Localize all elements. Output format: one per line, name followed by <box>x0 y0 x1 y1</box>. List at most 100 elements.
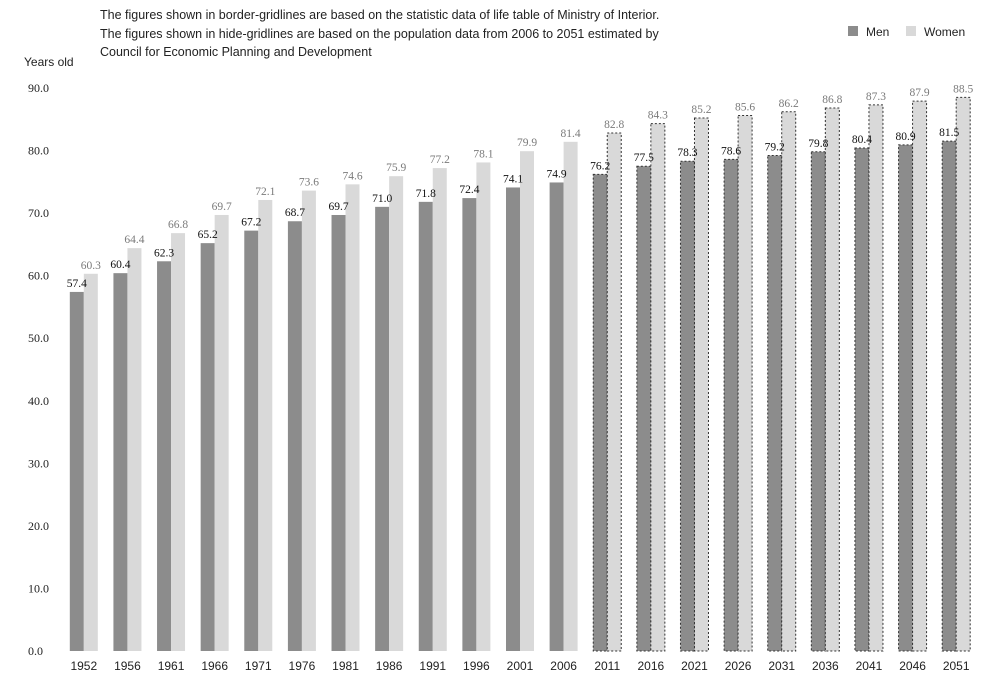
data-label-men: 62.3 <box>154 247 174 259</box>
bar-men <box>418 201 433 651</box>
bar-women <box>389 176 404 651</box>
y-axis-ticks: 0.0 10.0 20.0 30.0 40.0 50.0 60.0 70.0 80.0 90.0 <box>28 81 49 658</box>
data-label-women: 86.8 <box>822 94 842 106</box>
data-label-men: 71.0 <box>372 193 392 205</box>
note-line-2: The figures shown in hide-gridlines are … <box>100 27 659 41</box>
data-label-women: 60.3 <box>81 260 101 272</box>
bar-women <box>301 190 316 651</box>
data-label-men: 76.2 <box>590 160 610 172</box>
bar-men <box>375 206 390 651</box>
data-label-men: 57.4 <box>67 278 87 290</box>
data-label-women: 72.1 <box>255 186 275 198</box>
bar-women <box>737 115 753 652</box>
x-tick-label: 2031 <box>768 659 795 673</box>
data-label-women: 74.6 <box>342 170 362 182</box>
data-label-men: 78.6 <box>721 145 741 157</box>
bar-women <box>127 248 142 652</box>
x-tick-label: 1961 <box>158 659 185 673</box>
data-label-men: 79.2 <box>765 142 785 154</box>
data-label-men: 71.8 <box>416 188 436 200</box>
y-tick-label: 20.0 <box>28 519 49 533</box>
note-line-1: The figures shown in border-gridlines ar… <box>100 8 659 22</box>
data-label-men: 74.1 <box>503 173 523 185</box>
bar-men <box>462 198 477 651</box>
data-label-men: 79.8 <box>808 138 828 150</box>
legend-women-swatch <box>906 26 916 36</box>
data-label-women: 77.2 <box>430 154 450 166</box>
data-label-women: 85.2 <box>691 104 711 116</box>
data-label-women: 82.8 <box>604 119 624 131</box>
bar-men <box>679 160 695 652</box>
bar-women <box>868 104 884 652</box>
bar-men <box>287 221 302 651</box>
bar-women <box>171 233 186 651</box>
data-label-women: 86.2 <box>779 98 799 110</box>
bar-women <box>83 273 98 651</box>
bar-women <box>520 151 534 652</box>
data-label-men: 68.7 <box>285 207 305 219</box>
bar-men <box>244 230 259 652</box>
data-label-men: 69.7 <box>328 201 348 213</box>
y-tick-label: 50.0 <box>28 331 49 345</box>
x-tick-label: 2006 <box>550 659 577 673</box>
y-tick-label: 80.0 <box>28 144 49 158</box>
data-label-women: 69.7 <box>212 201 232 213</box>
bar-men <box>636 165 652 652</box>
data-label-men: 60.4 <box>110 259 130 271</box>
bars <box>69 96 971 652</box>
data-label-women: 78.1 <box>473 148 493 160</box>
y-tick-label: 40.0 <box>28 394 49 408</box>
data-label-women: 88.5 <box>953 83 973 95</box>
data-label-women: 66.8 <box>168 219 188 231</box>
bar-men <box>854 147 870 652</box>
data-label-women: 79.9 <box>517 137 537 149</box>
x-tick-label: 1956 <box>114 659 141 673</box>
bar-men <box>810 151 826 652</box>
x-axis-ticks: 1952 1956 1961 1966 1971 1976 1981 1986 1991 1996… <box>70 659 969 673</box>
legend-men-label: Men <box>866 25 889 39</box>
x-tick-label: 2016 <box>638 659 665 673</box>
x-tick-label: 1986 <box>376 659 403 673</box>
x-tick-label: 2021 <box>681 659 708 673</box>
data-label-men: 80.4 <box>852 134 872 146</box>
x-tick-label: 1976 <box>289 659 316 673</box>
x-tick-label: 1991 <box>419 659 446 673</box>
bar-women <box>476 162 491 652</box>
note-line-3: Council for Economic Planning and Develo… <box>100 45 372 59</box>
bar-men <box>592 173 608 652</box>
bar-labels: 57.4 60.3 60.4 64.4 62.3 66.8 65.2 69.7 67.2 72.1… <box>67 83 974 290</box>
data-label-women: 87.9 <box>910 87 930 99</box>
y-tick-label: 0.0 <box>28 644 43 658</box>
data-label-women: 84.3 <box>648 110 668 122</box>
bar-men <box>113 273 128 651</box>
data-label-men: 81.5 <box>939 127 959 139</box>
data-label-women: 81.4 <box>561 128 581 140</box>
bar-women <box>955 96 971 652</box>
data-label-men: 74.9 <box>547 168 567 180</box>
bar-men <box>549 182 564 651</box>
legend-women-label: Women <box>924 25 965 39</box>
legend: Men Women <box>848 25 965 39</box>
bar-women <box>606 132 622 652</box>
bar-women <box>781 111 797 652</box>
x-tick-label: 2036 <box>812 659 839 673</box>
data-label-women: 64.4 <box>124 234 144 246</box>
bar-men <box>200 243 215 652</box>
data-label-men: 65.2 <box>198 229 218 241</box>
x-tick-label: 2041 <box>856 659 883 673</box>
bar-men <box>331 214 346 651</box>
bar-men <box>898 144 914 652</box>
bar-men <box>506 187 520 652</box>
bar-women <box>912 100 928 652</box>
y-tick-label: 10.0 <box>28 581 49 595</box>
bar-women <box>214 214 229 651</box>
x-tick-label: 1966 <box>201 659 228 673</box>
data-label-women: 87.3 <box>866 91 886 103</box>
x-tick-label: 1952 <box>70 659 97 673</box>
y-tick-label: 60.0 <box>28 269 49 283</box>
data-label-men: 80.9 <box>896 131 916 143</box>
x-tick-label: 1971 <box>245 659 272 673</box>
x-tick-label: 1996 <box>463 659 490 673</box>
x-tick-label: 2011 <box>594 659 620 673</box>
